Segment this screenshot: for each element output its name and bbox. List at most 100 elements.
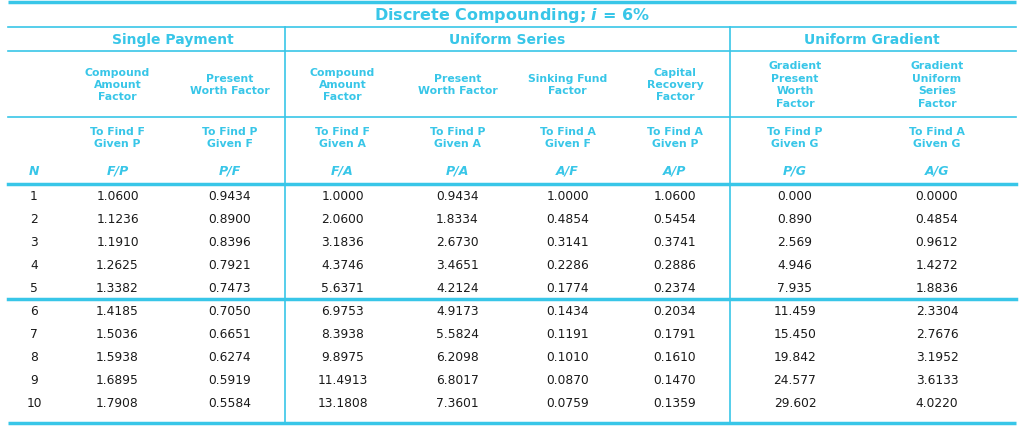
Text: 0.3141: 0.3141 (546, 236, 589, 248)
Text: 5.5824: 5.5824 (436, 327, 479, 340)
Text: 0.1774: 0.1774 (546, 281, 589, 294)
Text: 24.577: 24.577 (773, 373, 816, 386)
Text: 0.6274: 0.6274 (209, 350, 251, 363)
Text: 0.1470: 0.1470 (653, 373, 696, 386)
Text: 5: 5 (30, 281, 38, 294)
Text: 0.000: 0.000 (777, 190, 812, 202)
Text: Discrete Compounding; $\bfit{i}$ = 6%: Discrete Compounding; $\bfit{i}$ = 6% (374, 6, 650, 25)
Text: 1.0600: 1.0600 (96, 190, 139, 202)
Text: 1.6895: 1.6895 (96, 373, 139, 386)
Text: 4.0220: 4.0220 (915, 396, 958, 409)
Text: Uniform Gradient: Uniform Gradient (804, 33, 940, 47)
Text: 1.0600: 1.0600 (653, 190, 696, 202)
Text: 11.4913: 11.4913 (317, 373, 368, 386)
Text: Present
Worth Factor: Present Worth Factor (418, 74, 498, 96)
Text: Capital
Recovery
Factor: Capital Recovery Factor (646, 67, 703, 102)
Text: 0.6651: 0.6651 (209, 327, 251, 340)
Text: 3.1836: 3.1836 (322, 236, 364, 248)
Text: 1.1236: 1.1236 (96, 213, 139, 225)
Text: 1.4272: 1.4272 (915, 259, 958, 271)
Text: P/G: P/G (783, 164, 807, 178)
Text: 2.6730: 2.6730 (436, 236, 479, 248)
Text: 4.2124: 4.2124 (436, 281, 479, 294)
Text: 1.0000: 1.0000 (322, 190, 364, 202)
Text: Sinking Fund
Factor: Sinking Fund Factor (528, 74, 607, 96)
Text: 0.1359: 0.1359 (653, 396, 696, 409)
Text: 3.4651: 3.4651 (436, 259, 479, 271)
Text: 0.7473: 0.7473 (209, 281, 251, 294)
Text: 13.1808: 13.1808 (317, 396, 368, 409)
Text: 29.602: 29.602 (774, 396, 816, 409)
Text: 1.7908: 1.7908 (96, 396, 139, 409)
Text: 3: 3 (30, 236, 38, 248)
Text: 6.9753: 6.9753 (322, 304, 364, 317)
Text: 2.569: 2.569 (777, 236, 812, 248)
Text: 0.8396: 0.8396 (209, 236, 251, 248)
Text: 0.7921: 0.7921 (209, 259, 251, 271)
Text: 0.9434: 0.9434 (209, 190, 251, 202)
Text: 15.450: 15.450 (773, 327, 816, 340)
Text: 6.8017: 6.8017 (436, 373, 479, 386)
Text: 10: 10 (27, 396, 42, 409)
Text: 3.6133: 3.6133 (915, 373, 958, 386)
Text: To Find A
Given F: To Find A Given F (540, 127, 595, 149)
Text: Gradient
Present
Worth
Factor: Gradient Present Worth Factor (768, 61, 821, 108)
Text: 0.5919: 0.5919 (209, 373, 251, 386)
Text: 8: 8 (30, 350, 38, 363)
Text: 1: 1 (30, 190, 38, 202)
Text: 0.890: 0.890 (777, 213, 812, 225)
Text: 0.1434: 0.1434 (546, 304, 589, 317)
Text: P/F: P/F (219, 164, 241, 178)
Text: 2.3304: 2.3304 (915, 304, 958, 317)
Text: 0.1791: 0.1791 (653, 327, 696, 340)
Text: 1.1910: 1.1910 (96, 236, 139, 248)
Text: 1.0000: 1.0000 (546, 190, 589, 202)
Text: 0.8900: 0.8900 (209, 213, 251, 225)
Text: 0.7050: 0.7050 (209, 304, 251, 317)
Text: 0.1610: 0.1610 (653, 350, 696, 363)
Text: N: N (29, 164, 39, 178)
Text: 0.2286: 0.2286 (546, 259, 589, 271)
Text: Single Payment: Single Payment (112, 33, 233, 47)
Text: 0.1191: 0.1191 (546, 327, 589, 340)
Text: F/P: F/P (106, 164, 129, 178)
Text: 5.6371: 5.6371 (322, 281, 364, 294)
Text: F/A: F/A (331, 164, 354, 178)
Text: 1.8334: 1.8334 (436, 213, 479, 225)
Text: 0.1010: 0.1010 (546, 350, 589, 363)
Text: 0.2374: 0.2374 (653, 281, 696, 294)
Text: Present
Worth Factor: Present Worth Factor (190, 74, 270, 96)
Text: 4: 4 (30, 259, 38, 271)
Text: To Find F
Given A: To Find F Given A (315, 127, 370, 149)
Text: 1.2625: 1.2625 (96, 259, 139, 271)
Text: Compound
Amount
Factor: Compound Amount Factor (85, 67, 151, 102)
Text: 4.9173: 4.9173 (436, 304, 479, 317)
Text: 0.5454: 0.5454 (653, 213, 696, 225)
Text: 0.0000: 0.0000 (915, 190, 958, 202)
Text: 0.9434: 0.9434 (436, 190, 479, 202)
Text: 0.2034: 0.2034 (653, 304, 696, 317)
Text: 9: 9 (30, 373, 38, 386)
Text: 1.8836: 1.8836 (915, 281, 958, 294)
Text: To Find P
Given A: To Find P Given A (430, 127, 485, 149)
Text: 4.946: 4.946 (777, 259, 812, 271)
Text: Uniform Series: Uniform Series (450, 33, 565, 47)
Text: A/G: A/G (925, 164, 949, 178)
Text: 0.9612: 0.9612 (915, 236, 958, 248)
Text: 2.7676: 2.7676 (915, 327, 958, 340)
Text: 0.2886: 0.2886 (653, 259, 696, 271)
Text: 1.5036: 1.5036 (96, 327, 139, 340)
Text: 1.5938: 1.5938 (96, 350, 139, 363)
Text: 7.935: 7.935 (777, 281, 812, 294)
Text: P/A: P/A (445, 164, 469, 178)
Text: To Find P
Given F: To Find P Given F (203, 127, 258, 149)
Text: 6: 6 (30, 304, 38, 317)
Text: 11.459: 11.459 (773, 304, 816, 317)
Text: 0.0870: 0.0870 (546, 373, 589, 386)
Text: 4.3746: 4.3746 (322, 259, 364, 271)
Text: A/P: A/P (664, 164, 687, 178)
Text: To Find A
Given G: To Find A Given G (909, 127, 965, 149)
Text: 7: 7 (30, 327, 38, 340)
Text: A/F: A/F (556, 164, 579, 178)
Text: 8.3938: 8.3938 (322, 327, 364, 340)
